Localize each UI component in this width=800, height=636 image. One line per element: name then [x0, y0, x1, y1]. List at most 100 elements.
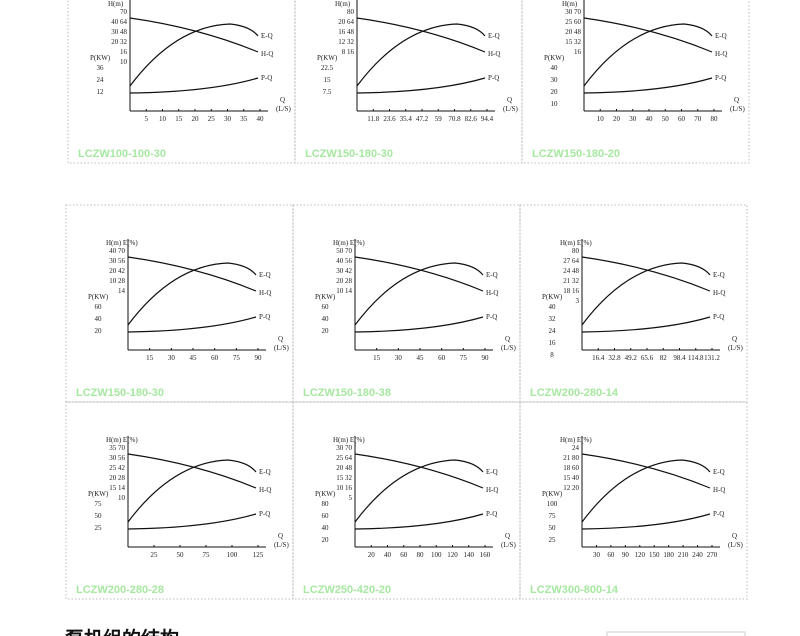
curve-panel: H(m) E(%)80 27 64 24 48 21 32 18 16 3 P(KW) 40 3… — [519, 204, 748, 403]
left-tick-label: 24 — [572, 444, 580, 452]
power-tick-label: 8 — [550, 351, 554, 359]
x-tick-label: 80 — [417, 551, 425, 559]
performance-curve — [581, 453, 711, 489]
x-tick-label: 90 — [482, 354, 490, 362]
left-tick-label: 20 64 — [338, 18, 354, 26]
power-tick-label: 60 — [95, 303, 103, 311]
x-tick-label: 30 — [395, 354, 403, 362]
power-label: P(KW) — [315, 293, 336, 301]
x-tick-label: 10 — [597, 115, 605, 123]
performance-curve — [127, 316, 257, 333]
left-tick-label: 5 — [349, 494, 353, 502]
curve-label: H-Q — [259, 486, 271, 494]
curve-label: P-Q — [713, 313, 724, 321]
performance-curve — [127, 256, 257, 292]
x-tick-label: 25 — [208, 115, 216, 123]
left-tick-label: 30 48 — [111, 28, 127, 36]
head-label: H(m) E(%) — [560, 239, 592, 247]
performance-curve — [583, 23, 713, 87]
curve-label: P-Q — [486, 510, 497, 518]
x-tick-label: 70 — [694, 115, 702, 123]
x-tick-label: 49.2 — [625, 354, 638, 362]
left-tick-label: 21 80 — [563, 454, 579, 462]
q-label: Q — [505, 335, 510, 343]
q-label: Q — [732, 532, 737, 540]
curve-label: P-Q — [259, 510, 270, 518]
power-tick-label: 40 — [322, 524, 330, 532]
x-tick-label: 20 — [613, 115, 621, 123]
head-label: H(m) — [335, 0, 351, 8]
curve-label: E-Q — [259, 468, 271, 476]
x-tick-label: 60 — [211, 354, 219, 362]
performance-curve — [354, 459, 484, 523]
left-tick-label: 15 40 — [563, 474, 579, 482]
power-tick-label: 36 — [97, 64, 105, 72]
x-tick-label: 10 — [159, 115, 167, 123]
x-tick-label: 65.6 — [641, 354, 654, 362]
q-label: Q — [280, 96, 285, 104]
power-tick-label: 60 — [322, 512, 330, 520]
curve-panel: H(m)70 40 64 30 48 20 32 16 10 P(KW) 36 24 12 5 10 1… — [67, 0, 296, 164]
x-tick-label: 80 — [711, 115, 719, 123]
panel-frame — [521, 0, 750, 164]
x-tick-label: 160 — [480, 551, 491, 559]
x-tick-label: 120 — [635, 551, 646, 559]
left-tick-label: 20 48 — [565, 28, 581, 36]
power-tick-label: 30 — [551, 76, 559, 84]
q-label: Q — [734, 96, 739, 104]
performance-curve — [127, 262, 257, 326]
left-tick-label: 35 70 — [109, 444, 125, 452]
head-label: H(m) E(%) — [106, 436, 138, 444]
x-tick-label: 125 — [253, 551, 264, 559]
q-unit: (L/S) — [274, 344, 289, 352]
power-tick-label: 7.5 — [323, 88, 332, 96]
performance-curve — [581, 262, 711, 326]
left-tick-label: 50 70 — [336, 247, 352, 255]
model-label: LCZW150-180-30 — [76, 387, 164, 399]
curve-label: H-Q — [486, 289, 498, 297]
left-tick-label: 20 28 — [109, 474, 125, 482]
left-tick-label: 30 56 — [109, 257, 125, 265]
x-tick-label: 30 — [168, 354, 176, 362]
curve-label: P-Q — [713, 510, 724, 518]
performance-curve — [581, 256, 711, 292]
x-tick-label: 30 — [593, 551, 601, 559]
curve-label: E-Q — [486, 468, 498, 476]
x-tick-label: 82.6 — [465, 115, 478, 123]
x-tick-label: 100 — [227, 551, 238, 559]
power-label: P(KW) — [88, 293, 109, 301]
power-tick-label: 24 — [549, 327, 557, 335]
curve-panel: H(m) E(%)50 70 40 56 30 42 20 28 10 14P(KW) 6… — [292, 204, 521, 403]
x-tick-label: 23.6 — [383, 115, 396, 123]
left-tick-label: 8 16 — [342, 48, 355, 56]
model-label: LCZW300-800-14 — [530, 584, 619, 596]
left-tick-label: 14 — [118, 287, 126, 295]
left-tick-label: 10 28 — [109, 277, 125, 285]
q-label: Q — [732, 335, 737, 343]
power-label: P(KW) — [315, 490, 336, 498]
curve-label: H-Q — [259, 289, 271, 297]
q-unit: (L/S) — [501, 344, 516, 352]
x-tick-label: 20 — [368, 551, 376, 559]
x-tick-label: 120 — [447, 551, 458, 559]
x-tick-label: 47.2 — [416, 115, 429, 123]
x-tick-label: 60 — [438, 354, 446, 362]
q-unit: (L/S) — [501, 541, 516, 549]
curve-label: E-Q — [713, 468, 725, 476]
power-tick-label: 24 — [97, 76, 105, 84]
left-tick-label: 12 20 — [563, 484, 579, 492]
power-tick-label: 100 — [547, 500, 558, 508]
left-tick-label: 27 64 — [563, 257, 579, 265]
left-tick-label: 80 — [572, 247, 580, 255]
performance-curve — [129, 17, 259, 53]
x-tick-label: 210 — [678, 551, 689, 559]
left-tick-label: 3 — [576, 297, 580, 305]
q-unit: (L/S) — [728, 344, 743, 352]
curve-label: P-Q — [715, 74, 726, 82]
left-tick-label: 40 56 — [336, 257, 352, 265]
x-tick-label: 75 — [460, 354, 468, 362]
left-tick-label: 12 32 — [338, 38, 354, 46]
head-label: H(m) — [108, 0, 124, 8]
